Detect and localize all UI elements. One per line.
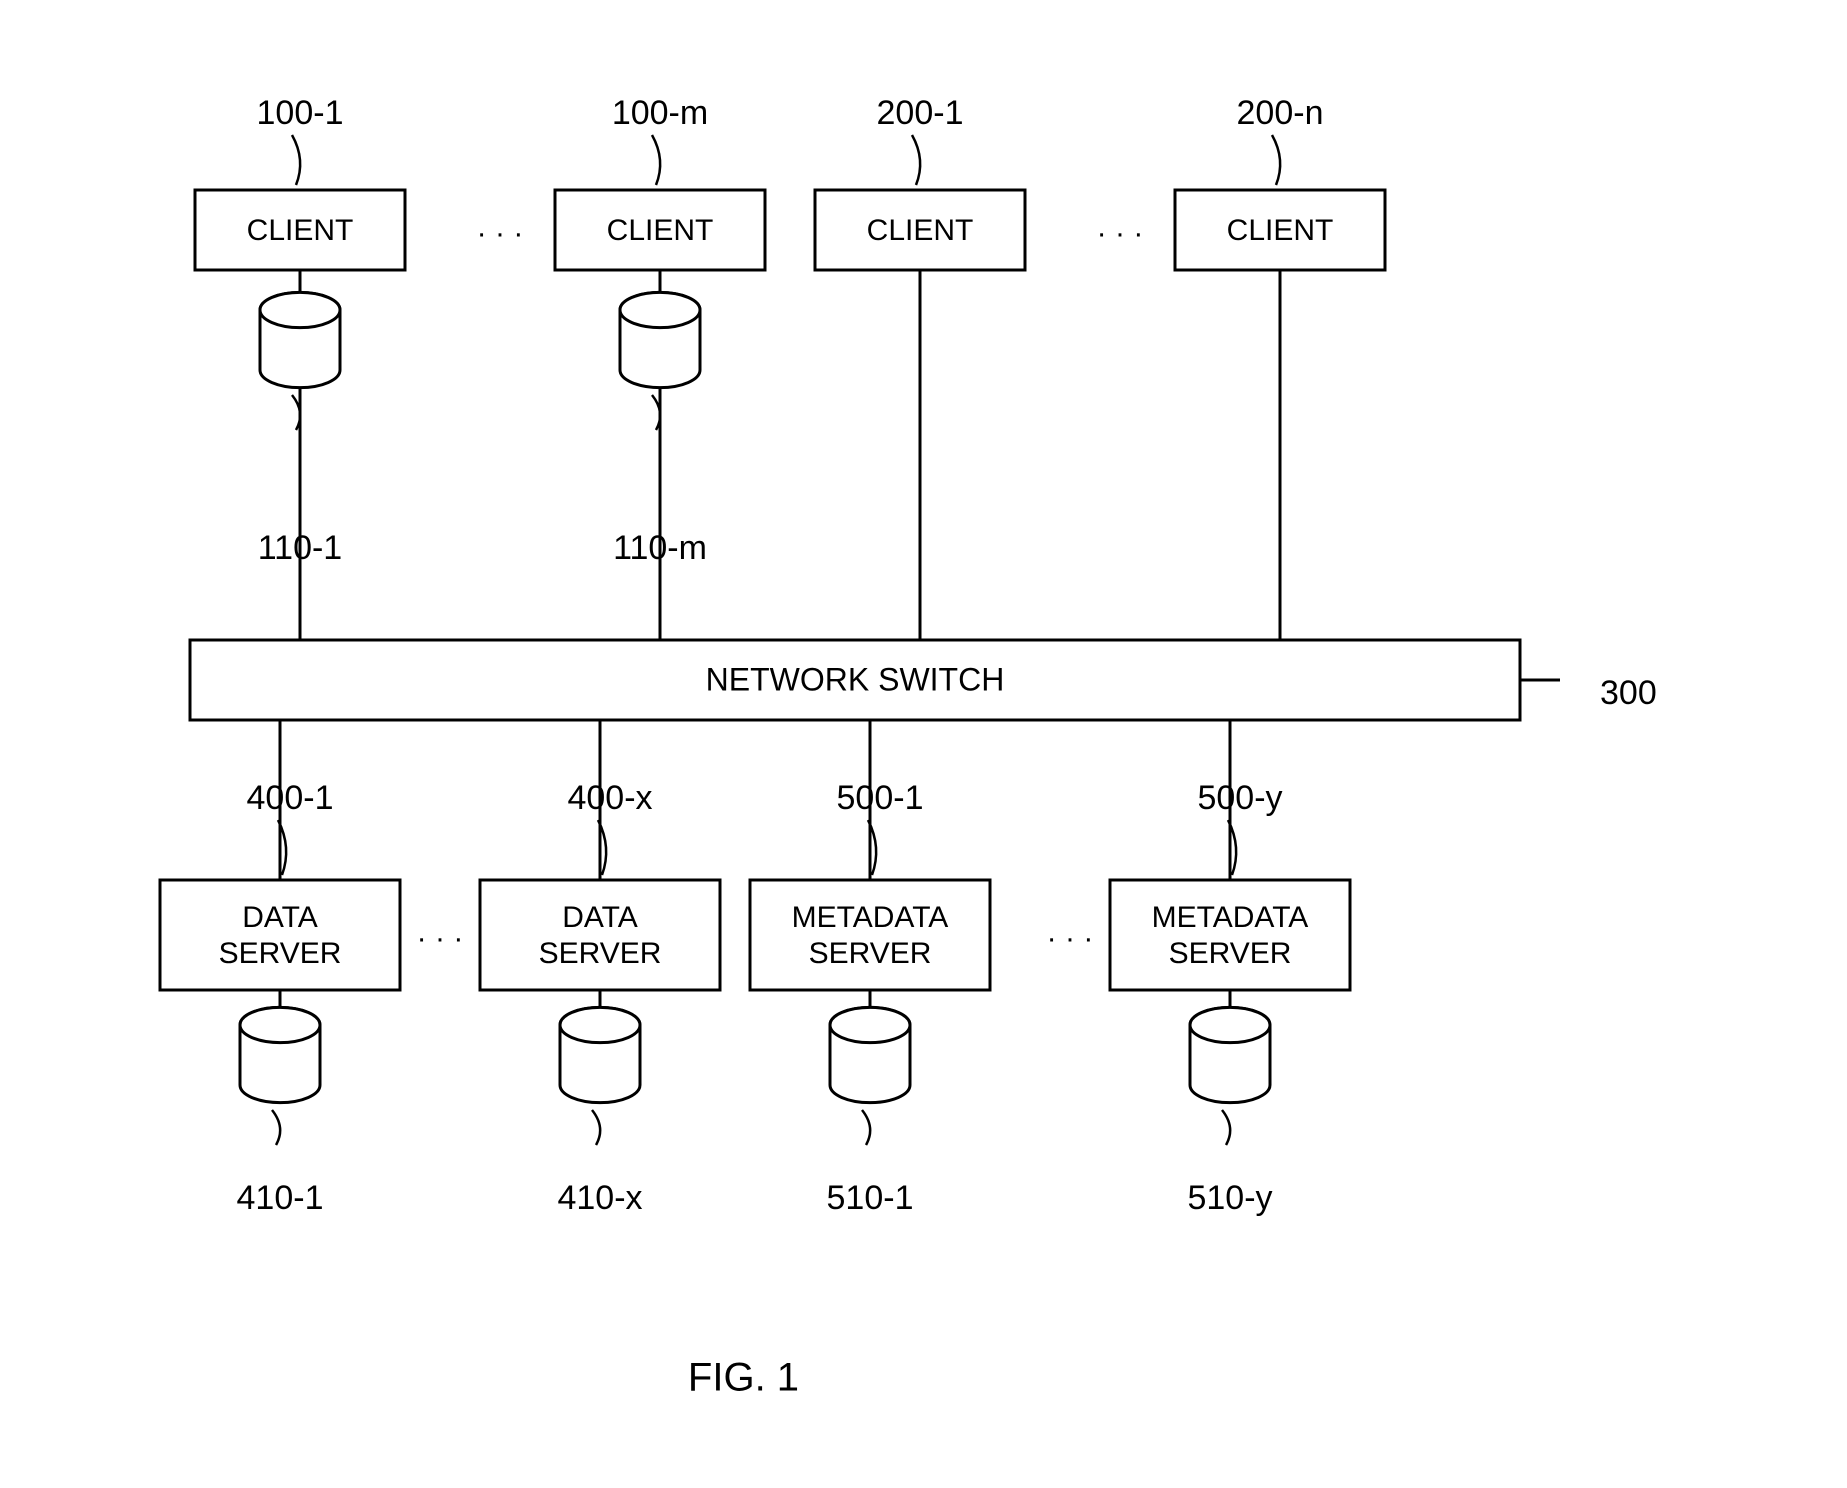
server-ref: 400-x	[567, 779, 652, 817]
client-ref-leader	[912, 135, 920, 185]
server-disk-ref-leader	[592, 1110, 600, 1145]
client-ref-leader	[292, 135, 300, 185]
ellipsis: · · ·	[417, 922, 464, 955]
server-box	[480, 880, 720, 990]
server-box-label-2: SERVER	[219, 937, 342, 970]
client-box-label: CLIENT	[607, 214, 714, 247]
server-box-label-1: METADATA	[792, 901, 949, 934]
client-ref: 100-1	[257, 94, 344, 132]
server-disk-top	[560, 1007, 640, 1042]
ellipsis: · · ·	[1047, 922, 1094, 955]
server-disk-ref: 510-1	[827, 1179, 914, 1217]
server-disk-ref-leader	[862, 1110, 870, 1145]
client-ref: 200-1	[877, 94, 964, 132]
client-disk-top	[620, 292, 700, 327]
server-box	[1110, 880, 1350, 990]
network-switch-ref: 300	[1600, 674, 1657, 712]
server-box-label-2: SERVER	[1169, 937, 1292, 970]
ellipsis: · · ·	[1097, 217, 1144, 250]
client-ref-leader	[1272, 135, 1280, 185]
client-ref: 200-n	[1237, 94, 1324, 132]
server-ref: 500-y	[1197, 779, 1282, 817]
server-box-label-1: DATA	[242, 901, 318, 934]
client-box-label: CLIENT	[1227, 214, 1334, 247]
server-box-label-1: METADATA	[1152, 901, 1309, 934]
server-disk-top	[240, 1007, 320, 1042]
server-ref: 400-1	[247, 779, 334, 817]
client-box-label: CLIENT	[247, 214, 354, 247]
client-disk-ref: 110-1	[258, 529, 342, 567]
server-disk-ref-leader	[1222, 1110, 1230, 1145]
ellipsis: · · ·	[477, 217, 524, 250]
server-box-label-2: SERVER	[539, 937, 662, 970]
client-ref-leader	[652, 135, 660, 185]
server-disk-ref: 510-y	[1187, 1179, 1272, 1217]
client-ref: 100-m	[612, 94, 708, 132]
server-box	[160, 880, 400, 990]
network-switch-label: NETWORK SWITCH	[706, 661, 1005, 697]
client-disk-ref: 110-m	[613, 529, 707, 567]
server-box-label-2: SERVER	[809, 937, 932, 970]
server-box	[750, 880, 990, 990]
server-disk-ref-leader	[272, 1110, 280, 1145]
server-disk-top	[1190, 1007, 1270, 1042]
server-ref: 500-1	[837, 779, 924, 817]
server-disk-ref: 410-x	[557, 1179, 642, 1217]
figure-caption: FIG. 1	[688, 1356, 799, 1400]
client-box-label: CLIENT	[867, 214, 974, 247]
client-disk-top	[260, 292, 340, 327]
server-box-label-1: DATA	[562, 901, 638, 934]
server-disk-ref: 410-1	[237, 1179, 324, 1217]
server-disk-top	[830, 1007, 910, 1042]
